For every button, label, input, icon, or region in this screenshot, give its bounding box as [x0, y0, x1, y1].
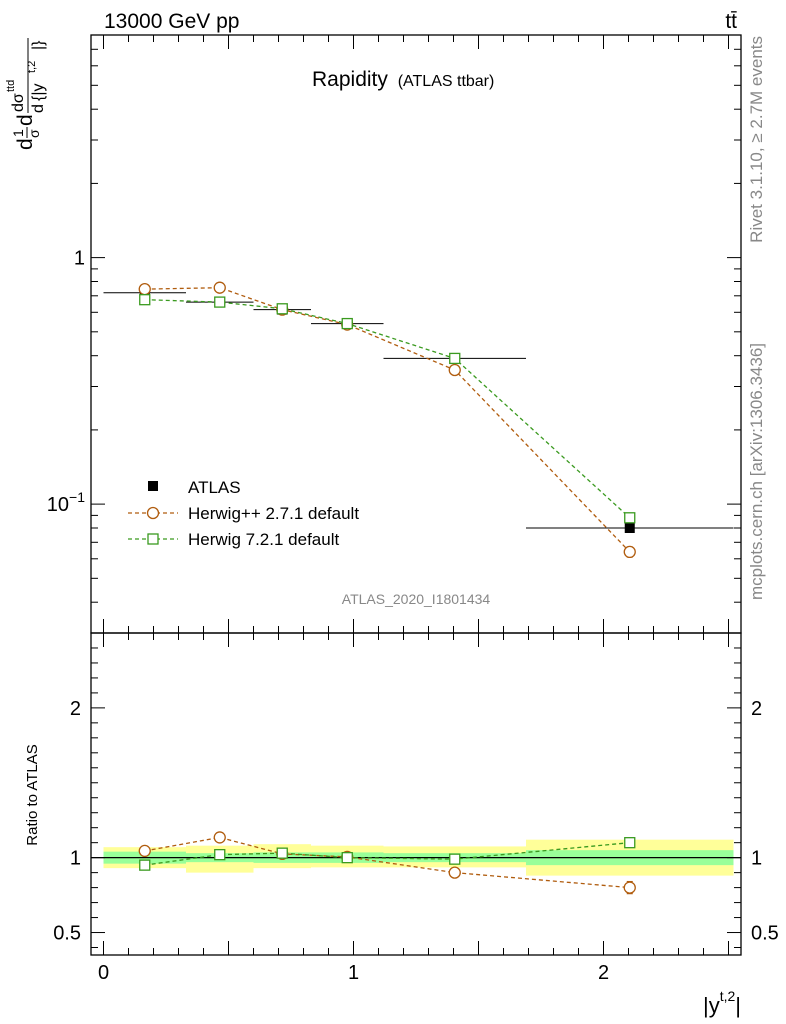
x-label-end: |: [735, 993, 741, 1018]
rivet-version-label: Rivet 3.1.10, ≥ 2.7M events: [747, 36, 766, 243]
y-label-d3: d: [30, 104, 47, 113]
ratio-y-axis-label: Ratio to ATLAS: [24, 744, 41, 845]
y-label-end: |}: [30, 40, 47, 50]
main-series-line: [144, 299, 631, 519]
y-label-dsigma: dσ: [10, 93, 27, 112]
ratio-axis-ticks: 0 1 2 0.5 0.5 1 1 2 2: [53, 632, 779, 984]
main-point-herwigpp: [448, 363, 461, 377]
plot-title-main: Rapidity: [312, 68, 388, 91]
y-label-one: 1: [10, 129, 26, 137]
analysis-id-label: ATLAS_2020_I1801434: [342, 591, 491, 607]
ratio-point-herwig7: [139, 859, 151, 871]
ratio-y-tick-label-right: 2: [751, 698, 762, 720]
main-point-herwig7: [214, 296, 226, 308]
y-label-sup2: t,2: [26, 61, 38, 73]
ratio-point-herwigpp: [213, 831, 226, 844]
main-panel-content: [103, 281, 734, 559]
y-label-sup: ttd: [5, 80, 17, 92]
main-point-herwig7: [341, 317, 353, 330]
legend-atlas-marker: [148, 481, 158, 491]
main-y-tick-label: 1: [74, 248, 85, 270]
x-tick-label: 1: [348, 962, 359, 984]
main-y-axis-label: d 1 σ d dσ ttd d {|y t,2 |}: [5, 38, 47, 150]
main-point-herwigpp: [138, 282, 151, 296]
main-y-tick-label: 10−1: [47, 489, 85, 516]
ratio-point-herwig7: [276, 847, 288, 859]
x-axis-label: |yt,2|: [703, 988, 741, 1018]
main-point-herwig7: [276, 303, 288, 315]
ratio-series-line: [144, 842, 630, 866]
y-label-brace: {|y: [30, 84, 47, 102]
ratio-point-herwig7: [449, 853, 461, 865]
ratio-y-tick-label-right: 0.5: [751, 923, 779, 945]
ratio-y-tick-label: 2: [70, 698, 81, 720]
ratio-y-tick-label-right: 1: [751, 848, 762, 870]
main-point-herwig7: [449, 352, 461, 365]
x-label-base: |y: [703, 993, 720, 1018]
legend-herwigpp-label: Herwig++ 2.7.1 default: [188, 504, 359, 523]
plot-title-sub: (ATLAS ttbar): [398, 73, 495, 90]
ratio-y-tick-label: 1: [70, 848, 81, 870]
plot-title: Rapidity (ATLAS ttbar): [312, 68, 494, 91]
y-label-d: d: [14, 138, 37, 150]
legend-herwig7-marker: [147, 533, 159, 545]
ratio-point-herwigpp: [138, 844, 151, 858]
x-label-sup: t,2: [720, 988, 736, 1004]
main-point-herwigpp: [623, 545, 636, 559]
ratio-point-herwig7: [624, 837, 636, 849]
main-point-herwigpp: [213, 281, 226, 294]
y-label-sigma: σ: [26, 129, 42, 138]
ratio-point-herwig7: [341, 852, 353, 864]
ratio-panel-frame: [90, 632, 742, 956]
ratio-point-herwigpp: [623, 881, 636, 894]
process-label: tt̄: [725, 10, 737, 33]
main-point-atlas: [624, 522, 635, 533]
main-point-herwig7: [624, 512, 636, 524]
main-axis-ticks: 10−1 1: [47, 34, 741, 634]
ratio-series-line: [144, 836, 630, 889]
legend-herwigpp-marker: [146, 506, 160, 520]
energy-label: 13000 GeV pp: [104, 10, 239, 33]
x-tick-label: 0: [98, 962, 109, 984]
x-tick-label: 2: [598, 962, 609, 984]
main-series-line: [144, 287, 631, 553]
mcplots-label: mcplots.cern.ch [arXiv:1306.3436]: [747, 343, 766, 600]
legend: ATLAS Herwig++ 2.7.1 default Herwig 7.2.…: [128, 478, 359, 549]
ratio-point-herwig7: [214, 849, 226, 861]
ratio-point-herwigpp: [448, 866, 461, 879]
ratio-panel-content: [91, 831, 741, 895]
main-point-herwig7: [139, 294, 151, 306]
y-label-d2: d: [14, 114, 37, 126]
legend-herwig7-label: Herwig 7.2.1 default: [188, 530, 339, 549]
ratio-y-tick-label: 0.5: [53, 923, 81, 945]
legend-atlas-label: ATLAS: [188, 478, 241, 497]
